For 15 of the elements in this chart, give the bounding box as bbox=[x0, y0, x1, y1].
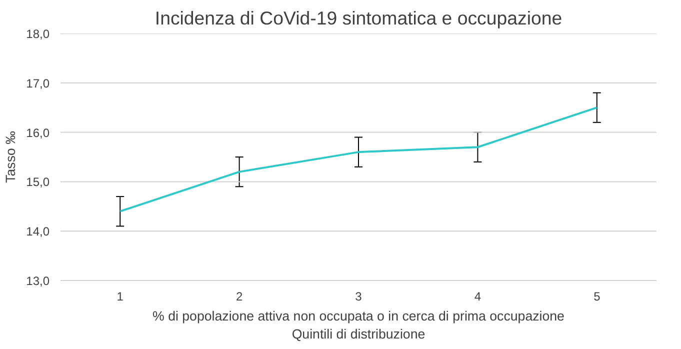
x-tick-label: 2 bbox=[236, 290, 243, 304]
y-tick-label: 18,0 bbox=[26, 27, 50, 41]
x-tick-label: 3 bbox=[355, 290, 362, 304]
chart-title: Incidenza di CoVid-19 sintomatica e occupazione bbox=[154, 8, 562, 28]
y-tick-label: 17,0 bbox=[26, 76, 50, 90]
x-axis-title: % di popolazione attiva non occupata o in cerca di prima occupazione Quintili di distribuzione bbox=[152, 308, 564, 342]
x-tick-label: 4 bbox=[474, 290, 482, 304]
x-tick-label: 1 bbox=[116, 290, 124, 304]
y-tick-label: 16,0 bbox=[26, 126, 50, 140]
y-tick-label: 14,0 bbox=[26, 224, 50, 239]
line-series bbox=[119, 106, 598, 212]
y-axis-title: Tasso ‰ bbox=[3, 131, 18, 183]
x-tick-label: 5 bbox=[594, 290, 601, 304]
y-tick-label: 13,0 bbox=[26, 274, 50, 288]
y-tick-label: 15,0 bbox=[26, 175, 50, 190]
